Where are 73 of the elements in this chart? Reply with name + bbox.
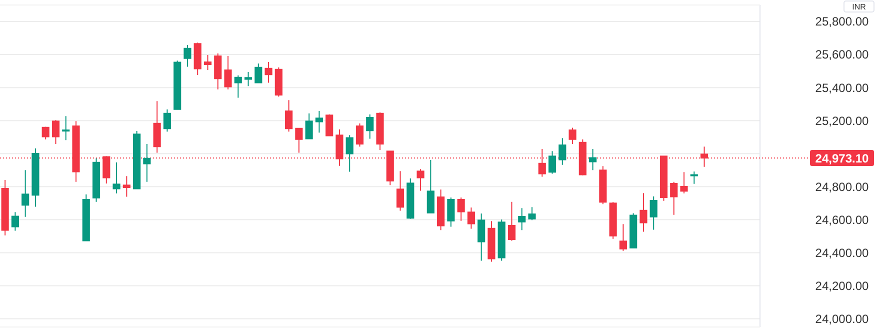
candlestick bbox=[630, 212, 638, 248]
candlestick bbox=[224, 56, 232, 90]
candlestick bbox=[194, 42, 202, 76]
y-tick-label: 25,600.00 bbox=[815, 48, 870, 62]
candlestick bbox=[680, 172, 688, 194]
candlestick bbox=[416, 168, 424, 192]
candlestick bbox=[184, 44, 192, 68]
candlestick bbox=[214, 52, 222, 90]
candlestick bbox=[518, 208, 526, 231]
candlestick bbox=[609, 202, 617, 240]
candlestick bbox=[426, 160, 434, 214]
candlestick bbox=[122, 176, 130, 198]
candlestick bbox=[406, 178, 414, 220]
candlestick bbox=[92, 158, 100, 202]
candlestick bbox=[376, 112, 384, 150]
candlestick bbox=[396, 170, 404, 212]
candlestick bbox=[366, 114, 374, 140]
candlestick bbox=[690, 170, 698, 184]
candlestick bbox=[295, 128, 303, 154]
candlestick bbox=[285, 100, 293, 132]
candlestick bbox=[32, 148, 40, 208]
candlestick bbox=[558, 138, 566, 166]
candlestick bbox=[204, 54, 212, 71]
candlestick bbox=[305, 112, 313, 140]
candlestick bbox=[670, 181, 678, 216]
candlestick bbox=[1, 180, 9, 236]
candlestick bbox=[326, 114, 334, 136]
text: INR bbox=[852, 2, 866, 12]
y-tick-label: 25,400.00 bbox=[815, 80, 870, 95]
candlestick bbox=[315, 110, 323, 134]
candlestick bbox=[437, 188, 445, 231]
candlestick bbox=[11, 212, 19, 232]
candlestick bbox=[640, 192, 648, 232]
y-tick-label: 25,800.00 bbox=[815, 14, 870, 29]
candlestick bbox=[143, 144, 151, 182]
y-tick-label: 24,800.00 bbox=[815, 180, 870, 194]
y-tick-label: 24,000.00 bbox=[815, 312, 870, 326]
candlestick bbox=[153, 100, 161, 154]
y-tick-label: 24,400.00 bbox=[815, 246, 870, 260]
candlestick bbox=[619, 224, 627, 252]
candlestick bbox=[254, 62, 262, 84]
candlestick bbox=[22, 170, 30, 218]
candlestick bbox=[568, 127, 576, 145]
candlestick bbox=[244, 72, 252, 87]
candlestick bbox=[356, 122, 364, 148]
candlestick bbox=[163, 108, 171, 132]
candlestick bbox=[264, 61, 272, 84]
candlestick bbox=[478, 213, 486, 262]
candlestick bbox=[42, 126, 50, 140]
candlestick bbox=[488, 220, 496, 262]
candlestick bbox=[467, 206, 475, 230]
candlestick bbox=[447, 197, 455, 228]
candlestick bbox=[528, 206, 536, 221]
candlestick bbox=[234, 74, 242, 98]
candlestick bbox=[498, 219, 506, 262]
candlestick bbox=[82, 194, 90, 242]
candlestick bbox=[457, 197, 465, 222]
candlestick bbox=[599, 166, 607, 205]
y-tick-label: 25,200.00 bbox=[815, 114, 870, 128]
y-tick-label: 24,600.00 bbox=[815, 212, 870, 227]
candlestick bbox=[548, 150, 556, 174]
candlestick bbox=[174, 60, 182, 110]
candlestick bbox=[508, 201, 516, 242]
candlestick bbox=[650, 196, 658, 230]
candlestick bbox=[274, 66, 282, 98]
candlestick bbox=[112, 162, 120, 194]
candlestick bbox=[62, 116, 70, 141]
candlestick bbox=[133, 130, 141, 190]
y-tick-label: 24,200.00 bbox=[815, 278, 870, 293]
candlestick bbox=[52, 120, 60, 145]
candlestick bbox=[346, 134, 354, 172]
candlestick bbox=[589, 148, 597, 171]
ref-line-label: 24,973.10 bbox=[815, 151, 870, 166]
